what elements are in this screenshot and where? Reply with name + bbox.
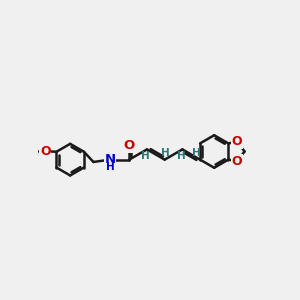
Text: H: H <box>191 148 200 158</box>
Text: N: N <box>105 153 116 166</box>
Text: O: O <box>232 154 242 167</box>
Text: H: H <box>106 162 115 172</box>
Text: O: O <box>40 145 51 158</box>
Text: O: O <box>124 139 135 152</box>
Text: H: H <box>161 148 170 158</box>
Text: H: H <box>177 151 186 161</box>
Text: H: H <box>141 151 150 161</box>
Text: O: O <box>232 136 242 148</box>
